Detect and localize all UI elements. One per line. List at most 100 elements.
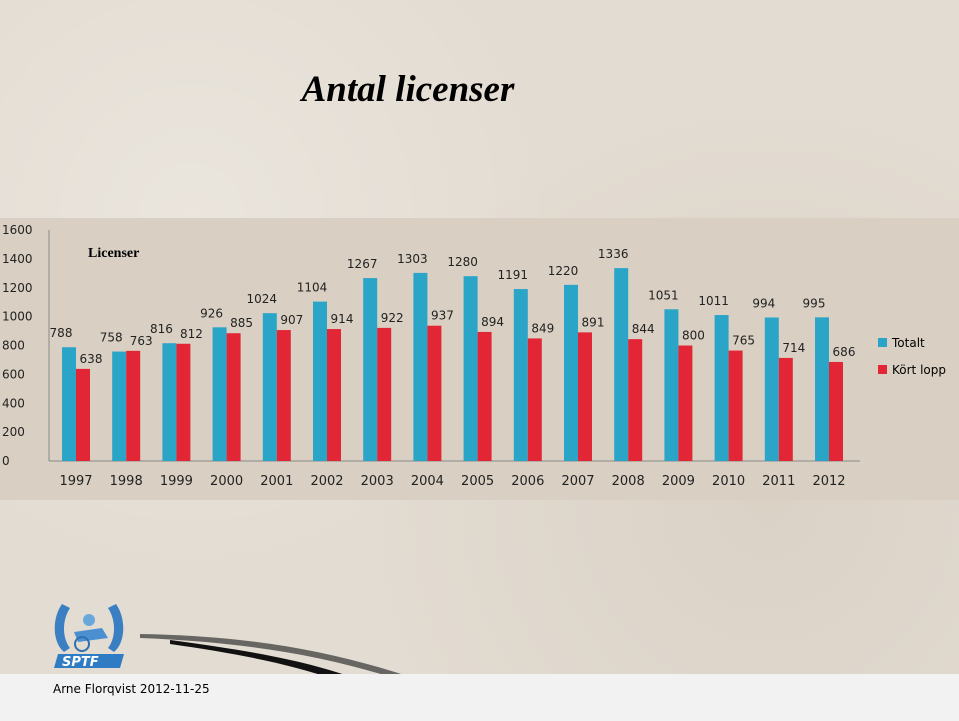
x-tick-label: 2010 — [712, 474, 745, 489]
x-tick-label: 2011 — [762, 474, 795, 489]
data-label-kort-lopp: 812 — [180, 327, 203, 341]
x-tick-label: 1998 — [110, 474, 143, 489]
bar-totalt — [363, 278, 378, 461]
bars — [62, 268, 843, 461]
x-tick-labels: 1997 1998 1999 2000 2001 2002 2003 2004 2005 2006… — [59, 474, 845, 489]
legend: Totalt Kört lopp — [878, 336, 946, 377]
data-label-kort-lopp: 922 — [381, 311, 404, 325]
data-label-kort-lopp: 800 — [682, 329, 705, 343]
y-tick-label: 1200 — [2, 281, 33, 295]
data-label-kort-lopp: 937 — [431, 309, 454, 323]
data-label-kort-lopp: 763 — [130, 334, 153, 348]
bar-kort-lopp — [829, 361, 843, 461]
data-label-totalt: 758 — [100, 331, 123, 345]
bar-totalt — [564, 284, 578, 461]
x-tick-label: 2012 — [812, 474, 845, 489]
y-tick-label: 1400 — [2, 252, 33, 266]
data-label-kort-lopp: 914 — [331, 312, 354, 326]
data-label-kort-lopp: 765 — [732, 334, 755, 348]
data-label-kort-lopp: 844 — [632, 322, 655, 336]
bar-kort-lopp — [176, 343, 191, 461]
data-label-totalt: 1104 — [297, 281, 328, 295]
x-tick-label: 2008 — [612, 474, 645, 489]
bar-kort-lopp — [327, 329, 341, 461]
y-tick-label: 200 — [2, 425, 25, 439]
x-tick-label: 2009 — [662, 474, 695, 489]
data-labels: 788 758 816 926 1024 1104 1267 1303 1280 1191 1220… — [50, 247, 856, 366]
bar-kort-lopp — [678, 345, 693, 461]
bar-totalt — [614, 268, 629, 461]
data-label-kort-lopp: 638 — [80, 352, 103, 366]
bar-kort-lopp — [76, 368, 90, 461]
data-label-totalt: 1336 — [598, 247, 629, 261]
data-label-totalt: 1051 — [648, 288, 679, 302]
legend-label-kort-lopp: Kört lopp — [892, 363, 946, 377]
decorative-swoosh — [140, 634, 420, 680]
x-tick-label: 2003 — [361, 474, 394, 489]
bar-totalt — [313, 301, 327, 461]
bar-totalt — [413, 272, 428, 461]
footer-bar — [0, 674, 959, 721]
chart-panel: Licenser 0 200 400 600 800 1000 1200 1400 1600 1… — [0, 218, 959, 500]
bar-kort-lopp — [427, 325, 442, 461]
y-tick-label: 1600 — [2, 223, 33, 237]
bar-totalt — [764, 317, 779, 461]
y-tick-label: 0 — [2, 454, 10, 468]
data-label-kort-lopp: 714 — [782, 341, 805, 355]
footer-author-date: Arne Florqvist 2012-11-25 — [53, 682, 210, 696]
bar-totalt — [212, 327, 227, 461]
data-label-totalt: 1024 — [247, 292, 278, 306]
bar-totalt — [112, 351, 127, 461]
data-label-totalt: 926 — [200, 306, 223, 320]
bar-kort-lopp — [477, 331, 492, 461]
x-tick-label: 2002 — [310, 474, 343, 489]
data-label-totalt: 1220 — [548, 264, 579, 278]
data-label-totalt: 1303 — [397, 252, 428, 266]
data-label-kort-lopp: 891 — [582, 315, 605, 329]
bar-totalt — [714, 315, 729, 461]
y-tick-label: 600 — [2, 367, 25, 381]
bar-kort-lopp — [778, 357, 793, 461]
x-tick-label: 1999 — [160, 474, 193, 489]
bar-totalt — [262, 313, 277, 461]
bar-kort-lopp — [578, 332, 592, 461]
sptf-logo: SPTF — [50, 598, 130, 683]
x-tick-label: 2006 — [511, 474, 544, 489]
data-label-totalt: 1191 — [498, 268, 529, 282]
bar-kort-lopp — [126, 350, 141, 461]
svg-text:SPTF: SPTF — [62, 655, 99, 670]
data-label-totalt: 1267 — [347, 257, 378, 271]
bar-kort-lopp — [728, 350, 743, 461]
bar-totalt — [162, 343, 177, 461]
bar-kort-lopp — [276, 330, 291, 461]
y-tick-label: 1000 — [2, 310, 33, 324]
legend-swatch-totalt — [878, 338, 887, 347]
bar-totalt — [62, 347, 76, 461]
bar-kort-lopp — [377, 327, 392, 461]
data-label-totalt: 816 — [150, 322, 173, 336]
chart-title: Licenser — [88, 246, 139, 261]
data-label-kort-lopp: 894 — [481, 315, 504, 329]
data-label-kort-lopp: 907 — [280, 313, 303, 327]
data-label-totalt: 995 — [803, 296, 826, 310]
x-tick-label: 2007 — [561, 474, 594, 489]
x-tick-label: 2000 — [210, 474, 243, 489]
y-tick-label: 800 — [2, 339, 25, 353]
x-tick-label: 2005 — [461, 474, 494, 489]
x-tick-label: 1997 — [59, 474, 92, 489]
bar-kort-lopp — [628, 339, 643, 461]
bar-kort-lopp — [226, 333, 241, 461]
data-label-totalt: 1280 — [447, 255, 478, 269]
bar-totalt — [815, 317, 829, 461]
legend-label-totalt: Totalt — [891, 336, 925, 350]
data-label-totalt: 994 — [752, 296, 775, 310]
data-label-totalt: 1011 — [698, 294, 729, 308]
bar-totalt — [513, 289, 528, 461]
slide-title: Antal licenser — [301, 69, 515, 110]
x-tick-label: 2001 — [260, 474, 293, 489]
x-tick-label: 2004 — [411, 474, 444, 489]
y-tick-labels: 0 200 400 600 800 1000 1200 1400 1600 — [2, 223, 33, 468]
y-tick-label: 400 — [2, 396, 25, 410]
data-label-kort-lopp: 849 — [531, 321, 554, 335]
data-label-totalt: 788 — [50, 326, 73, 340]
